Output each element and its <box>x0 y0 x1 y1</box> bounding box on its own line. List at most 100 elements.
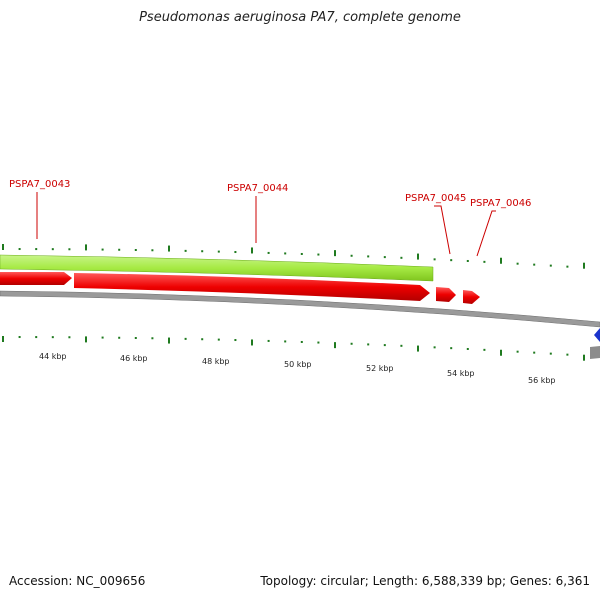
outer-major-tick <box>2 244 4 251</box>
accession-text: Accession: NC_009656 <box>9 574 146 588</box>
scale-label-50kbp: 50 kbp <box>284 360 312 369</box>
outer-major-tick <box>251 247 253 254</box>
inner-minor-tick <box>466 347 469 350</box>
outer-minor-tick <box>118 248 121 251</box>
inner-minor-tick <box>118 336 121 339</box>
gene-label-pspa7-0044[interactable]: PSPA7_0044 <box>227 183 288 194</box>
outer-minor-tick <box>267 251 270 254</box>
inner-major-tick <box>500 349 502 356</box>
inner-minor-tick <box>450 347 453 350</box>
inner-major-tick <box>2 336 4 343</box>
outer-major-tick <box>168 245 170 252</box>
inner-minor-tick <box>483 348 486 351</box>
inner-minor-tick <box>566 353 569 356</box>
inner-major-tick <box>85 336 87 343</box>
outer-minor-tick <box>433 258 436 261</box>
outer-minor-tick <box>68 248 71 251</box>
outer-minor-tick <box>234 251 237 254</box>
inner-tick-row <box>2 336 585 361</box>
outer-minor-tick <box>400 256 403 259</box>
inner-major-tick <box>583 354 585 361</box>
outer-minor-tick <box>300 252 303 255</box>
inner-major-tick <box>251 339 253 346</box>
scale-label-46kbp: 46 kbp <box>120 354 148 363</box>
outer-major-tick <box>85 244 87 251</box>
leader-line-pspa7-0045 <box>434 205 451 255</box>
outer-minor-tick <box>450 259 453 262</box>
outer-minor-tick <box>566 265 569 268</box>
inner-minor-tick <box>433 346 436 349</box>
gene-labels: PSPA7_0043 PSPA7_0044 PSPA7_0045 PSPA7_0… <box>9 179 531 209</box>
inner-minor-tick <box>284 340 287 343</box>
inner-minor-tick <box>300 340 303 343</box>
inner-minor-tick <box>18 336 21 339</box>
outer-minor-tick <box>549 264 552 267</box>
outer-minor-tick <box>184 249 187 252</box>
outer-minor-tick <box>483 260 486 263</box>
outer-major-tick <box>500 257 502 264</box>
outer-major-tick <box>417 253 419 260</box>
scale-label-48kbp: 48 kbp <box>202 357 230 366</box>
cds-arrow-pspa7-0045[interactable] <box>436 287 456 302</box>
inner-minor-tick <box>516 350 519 353</box>
inner-minor-tick <box>134 336 137 339</box>
outer-minor-tick <box>18 248 21 251</box>
outer-minor-tick <box>516 262 519 265</box>
inner-minor-tick <box>533 351 536 354</box>
inner-minor-tick <box>101 336 104 339</box>
outer-major-tick <box>583 262 585 269</box>
cds-arrow-pspa7-0044[interactable] <box>74 273 430 301</box>
gene-label-pspa7-0043[interactable]: PSPA7_0043 <box>9 179 70 190</box>
outer-minor-tick <box>151 249 154 252</box>
outer-minor-tick <box>533 263 536 266</box>
inner-minor-tick <box>317 341 320 344</box>
inner-minor-tick <box>151 337 154 340</box>
scale-label-44kbp: 44 kbp <box>39 352 67 361</box>
outer-minor-tick <box>134 248 137 251</box>
cds-arrow-pspa7-0043[interactable] <box>0 272 72 285</box>
outer-minor-tick <box>201 250 204 253</box>
outer-minor-tick <box>101 248 104 251</box>
feature-track <box>0 254 434 282</box>
inner-minor-tick <box>350 342 353 345</box>
scale-label-52kbp: 52 kbp <box>366 364 394 373</box>
inner-major-tick <box>417 345 419 352</box>
inner-minor-tick <box>35 336 38 339</box>
inner-minor-tick <box>51 336 54 339</box>
inner-minor-tick <box>367 343 370 346</box>
map-title: Pseudomonas aeruginosa PA7, complete gen… <box>139 10 461 25</box>
inner-minor-tick <box>267 339 270 342</box>
inner-minor-tick <box>400 344 403 347</box>
inner-minor-tick <box>201 338 204 341</box>
leader-line-pspa7-0046 <box>476 210 496 257</box>
marker-blue[interactable] <box>594 328 600 342</box>
inner-minor-tick <box>184 337 187 340</box>
outer-minor-tick <box>217 250 220 253</box>
outer-minor-tick <box>51 248 54 251</box>
backbone-segment-right <box>590 346 600 359</box>
scale-labels: 44 kbp 46 kbp 48 kbp 50 kbp 52 kbp 54 kb… <box>39 352 556 385</box>
cds-arrow-pspa7-0046[interactable] <box>463 290 480 304</box>
outer-minor-tick <box>367 255 370 258</box>
outer-minor-tick <box>383 256 386 259</box>
inner-minor-tick <box>234 339 237 342</box>
outer-minor-tick <box>35 248 38 251</box>
inner-major-tick <box>168 337 170 344</box>
gene-label-pspa7-0046[interactable]: PSPA7_0046 <box>470 198 531 209</box>
inner-minor-tick <box>383 344 386 347</box>
inner-minor-tick <box>68 336 71 339</box>
scale-label-56kbp: 56 kbp <box>528 376 556 385</box>
outer-minor-tick <box>350 254 353 257</box>
genome-backbone <box>0 290 600 328</box>
genome-summary: Topology: circular; Length: 6,588,339 bp… <box>260 574 590 588</box>
inner-major-tick <box>334 342 336 349</box>
inner-minor-tick <box>549 352 552 355</box>
inner-minor-tick <box>217 338 220 341</box>
leader-lines <box>36 192 496 257</box>
outer-minor-tick <box>284 252 287 255</box>
gene-label-pspa7-0045[interactable]: PSPA7_0045 <box>405 193 466 204</box>
outer-minor-tick <box>317 253 320 256</box>
scale-label-54kbp: 54 kbp <box>447 369 475 378</box>
outer-tick-row <box>2 244 585 269</box>
